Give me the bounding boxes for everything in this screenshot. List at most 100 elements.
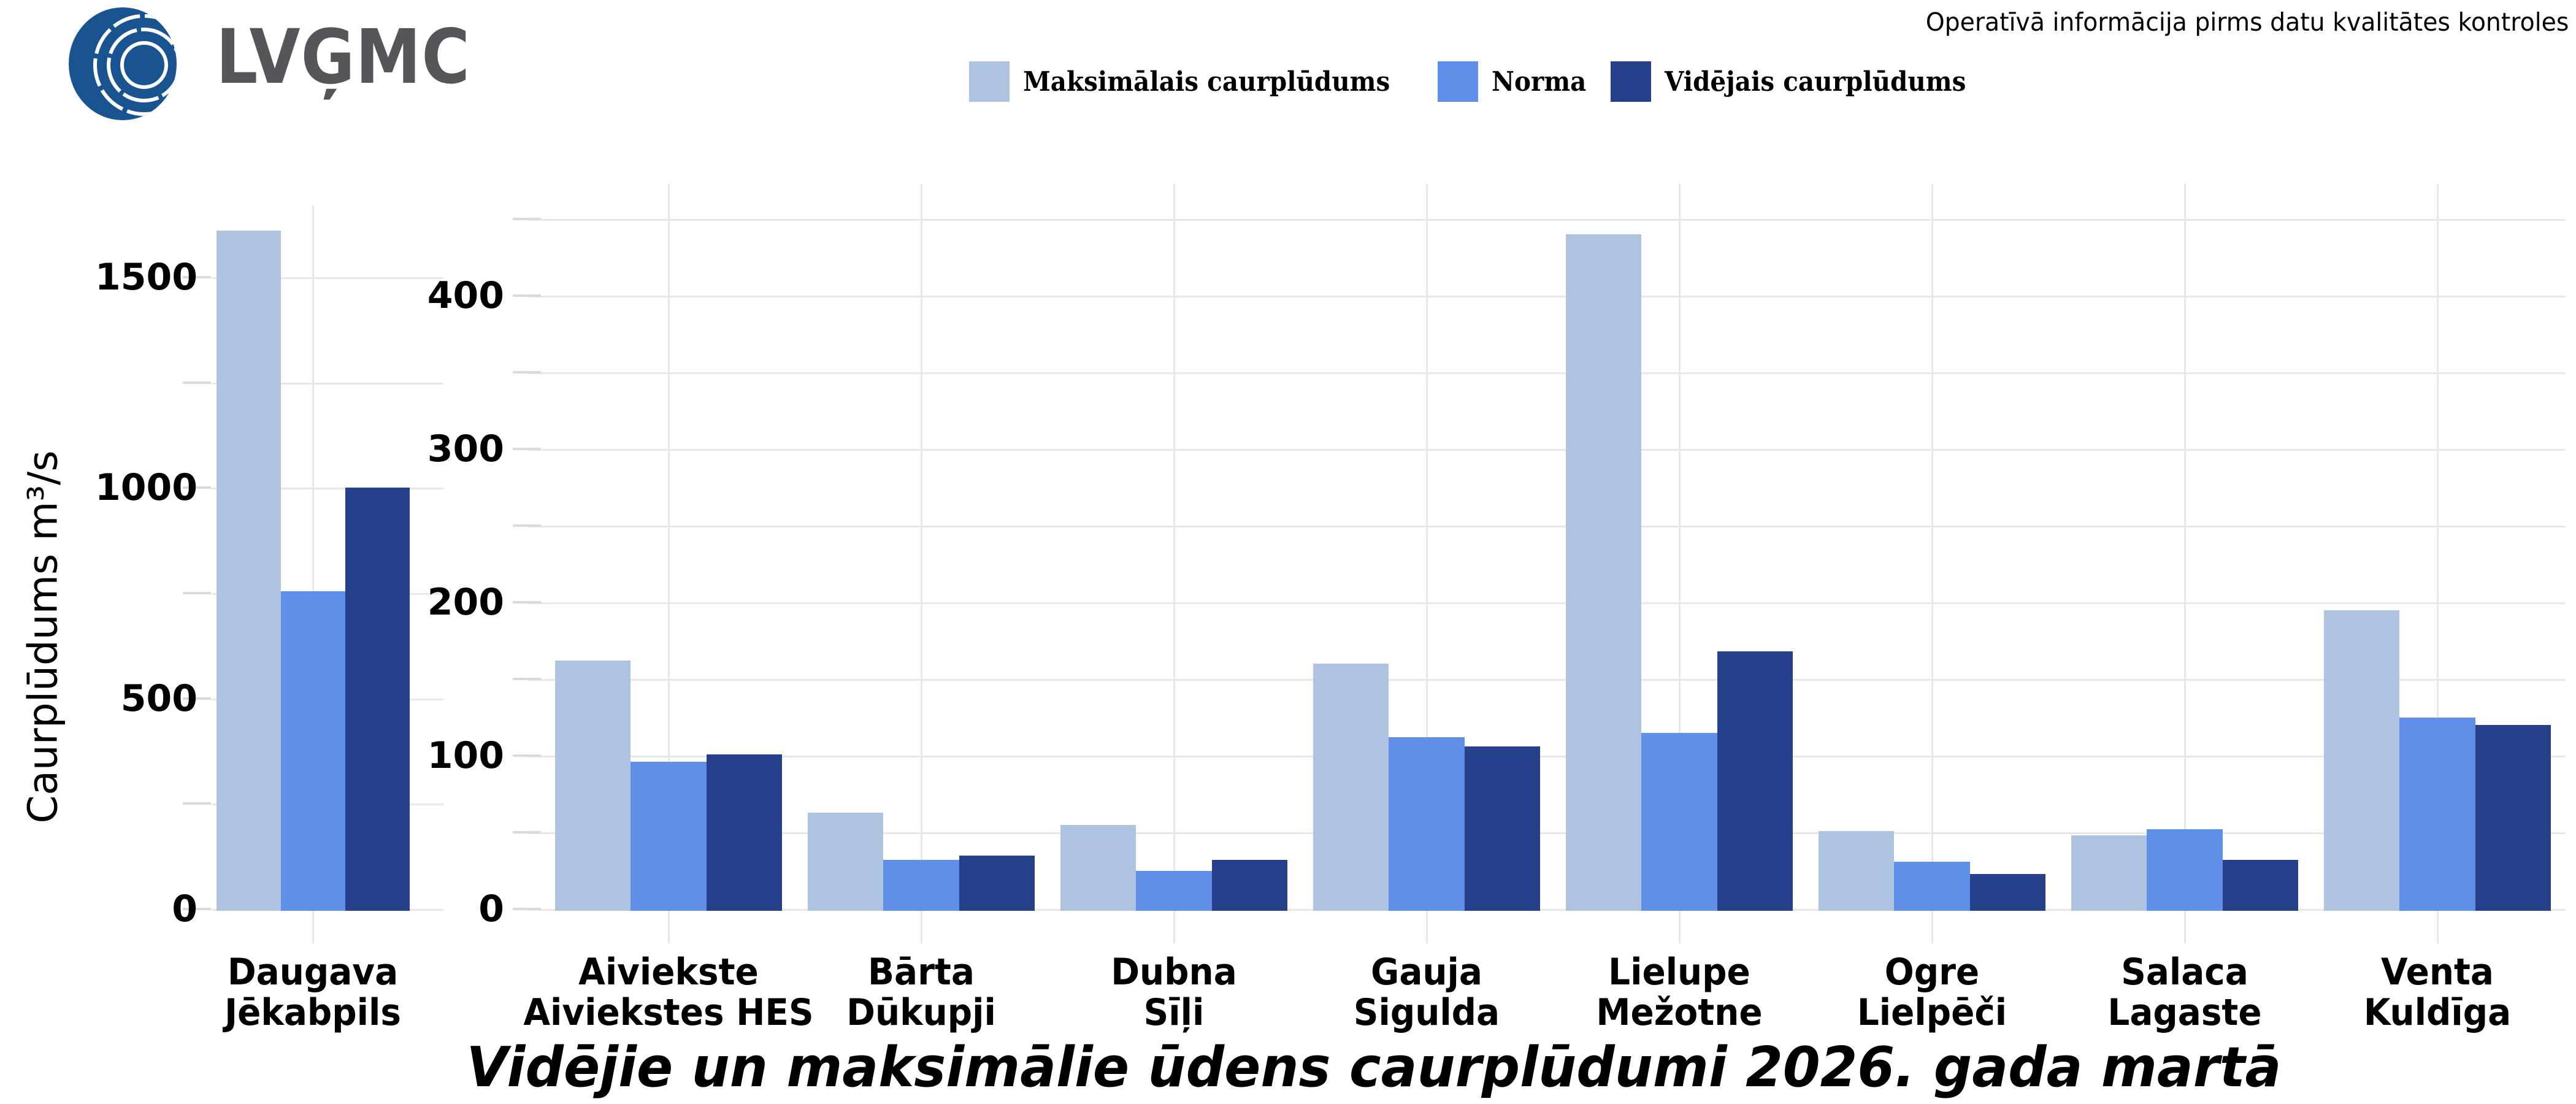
gridline-h-0 <box>527 909 2566 911</box>
legend-label-maksim-lais-caurpl-dums: Maksimālais caurplūdums <box>1023 66 1390 98</box>
legend-item-norma: Norma <box>1438 61 1595 102</box>
bar-daugava-norma <box>280 591 345 911</box>
bar-aiviekste-maksim-lais-caurpl-dums <box>555 661 631 911</box>
gridline-h-1000 <box>212 488 443 490</box>
bar-gauja-maksim-lais-caurpl-dums <box>1313 664 1389 911</box>
gridline-h-350 <box>527 372 2566 374</box>
gridline-h-300 <box>527 449 2566 451</box>
y-tick-label-0: 0 <box>478 887 504 930</box>
y-tick-mark-1250 <box>183 381 211 384</box>
gridline-h-1500 <box>212 277 443 279</box>
bar-gauja-norma <box>1389 737 1465 911</box>
y-tick-mark-250 <box>513 524 541 527</box>
bar-lielupe-vid-jais-caurpl-dums <box>1717 651 1793 911</box>
bar-salaca-maksim-lais-caurpl-dums <box>2071 835 2147 911</box>
gridline-h-150 <box>527 679 2566 681</box>
bar-lielupe-norma <box>1641 732 1717 911</box>
y-tick-mark-200 <box>513 601 541 604</box>
legend-swatch-norma <box>1438 61 1479 102</box>
y-tick-mark-1500 <box>183 276 211 278</box>
bar-aiviekste-norma <box>631 762 707 911</box>
x-category-label-lielupe: Lielupe Mežotne <box>1596 951 1763 1034</box>
gridline-h-400 <box>527 296 2566 297</box>
x-category-label-gauja: Gauja Sigulda <box>1353 951 1500 1034</box>
bar-dubna-norma <box>1136 870 1212 911</box>
x-category-label-dubna: Dubna Sīļi <box>1111 951 1237 1034</box>
x-category-label-salaca: Salaca Lagaste <box>2107 951 2262 1034</box>
bar-aiviekste-vid-jais-caurpl-dums <box>706 754 782 911</box>
y-tick-mark-100 <box>513 754 541 757</box>
legend-label-norma: Norma <box>1492 66 1587 98</box>
x-category-label-venta: Venta Kuldīga <box>2363 951 2512 1034</box>
gridline-v-1-6 <box>2183 184 2186 943</box>
bar-venta-maksim-lais-caurpl-dums <box>2324 610 2400 911</box>
bar-b-rta-norma <box>883 860 959 911</box>
y-tick-mark-250 <box>183 802 211 805</box>
gridline-v-0-0 <box>312 205 314 943</box>
gridline-v-1-1 <box>920 184 922 943</box>
gridline-v-1-0 <box>667 184 670 943</box>
gridline-h-200 <box>527 602 2566 604</box>
gridline-h-250 <box>527 526 2566 527</box>
y-tick-label-500: 500 <box>120 677 197 720</box>
legend-item-maksim-lais-caurpl-dums: Maksimālais caurplūdums <box>969 61 1422 102</box>
y-tick-label-1500: 1500 <box>95 256 197 299</box>
bar-salaca-norma <box>2147 829 2223 911</box>
y-tick-mark-300 <box>513 448 541 450</box>
y-tick-mark-150 <box>513 678 541 680</box>
y-tick-mark-0 <box>513 908 541 910</box>
y-tick-label-100: 100 <box>427 734 504 777</box>
chart-title: Vidējie un maksimālie ūdens caurplūdumi … <box>466 1035 2282 1100</box>
logo-wordmark: LVĢMC <box>216 13 470 101</box>
gridline-h-50 <box>527 832 2566 834</box>
bar-lielupe-maksim-lais-caurpl-dums <box>1566 234 1642 911</box>
chart-legend: Maksimālais caurplūdums Norma Vidējais cau… <box>969 61 1992 102</box>
gridline-v-1-7 <box>2436 184 2439 943</box>
y-tick-label-300: 300 <box>427 427 504 470</box>
gridline-v-1-2 <box>1173 184 1175 943</box>
gridline-h-1250 <box>212 382 443 385</box>
bar-ogre-maksim-lais-caurpl-dums <box>1819 830 1895 911</box>
bar-venta-vid-jais-caurpl-dums <box>2475 725 2551 911</box>
y-axis-title: Caurplūdums m³/s <box>19 450 67 824</box>
x-category-label-aiviekste: Aiviekste Aiviekstes HES <box>523 951 814 1034</box>
bar-ogre-vid-jais-caurpl-dums <box>1969 873 2045 911</box>
bar-b-rta-maksim-lais-caurpl-dums <box>808 812 884 911</box>
bar-dubna-maksim-lais-caurpl-dums <box>1060 824 1137 911</box>
x-category-label-daugava: Daugava Jēkabpils <box>224 951 401 1034</box>
y-tick-label-1000: 1000 <box>95 466 197 510</box>
y-tick-label-0: 0 <box>172 887 197 930</box>
legend-item-vid-jais-caurpl-dums: Vidējais caurplūdums <box>1611 61 1992 102</box>
legend-swatch-vid-jais-caurpl-dums <box>1611 61 1652 102</box>
legend-label-vid-jais-caurpl-dums: Vidējais caurplūdums <box>1665 66 1966 98</box>
y-tick-mark-450 <box>513 218 541 220</box>
y-tick-mark-1000 <box>183 486 211 489</box>
x-category-label-ogre: Ogre Lielpēči <box>1857 951 2007 1034</box>
bar-daugava-maksim-lais-caurpl-dums <box>216 231 281 911</box>
x-category-label-b-rta: Bārta Dūkupji <box>846 951 996 1034</box>
legend-swatch-maksim-lais-caurpl-dums <box>969 61 1010 102</box>
bar-daugava-vid-jais-caurpl-dums <box>345 488 410 911</box>
gridline-v-1-3 <box>1425 184 1428 943</box>
operational-note: Operatīvā informācija pirms datu kvalitā… <box>1925 7 2569 37</box>
y-tick-mark-0 <box>183 908 211 910</box>
gridline-v-1-5 <box>1931 184 1933 943</box>
bar-salaca-vid-jais-caurpl-dums <box>2222 860 2298 911</box>
bar-dubna-vid-jais-caurpl-dums <box>1211 860 1287 911</box>
y-tick-label-200: 200 <box>427 581 504 624</box>
y-tick-label-400: 400 <box>427 274 504 317</box>
bar-b-rta-vid-jais-caurpl-dums <box>959 855 1035 911</box>
y-tick-mark-500 <box>183 697 211 700</box>
y-tick-mark-400 <box>513 294 541 297</box>
gridline-h-450 <box>527 219 2566 221</box>
gridline-v-1-4 <box>1678 184 1681 943</box>
y-tick-mark-750 <box>183 592 211 594</box>
lvgmc-logo-icon <box>69 7 177 120</box>
y-tick-mark-50 <box>513 831 541 834</box>
bar-ogre-norma <box>1894 861 1970 911</box>
gridline-h-100 <box>527 756 2566 757</box>
y-tick-mark-350 <box>513 371 541 374</box>
bar-gauja-vid-jais-caurpl-dums <box>1464 746 1540 911</box>
bar-venta-norma <box>2399 717 2475 911</box>
